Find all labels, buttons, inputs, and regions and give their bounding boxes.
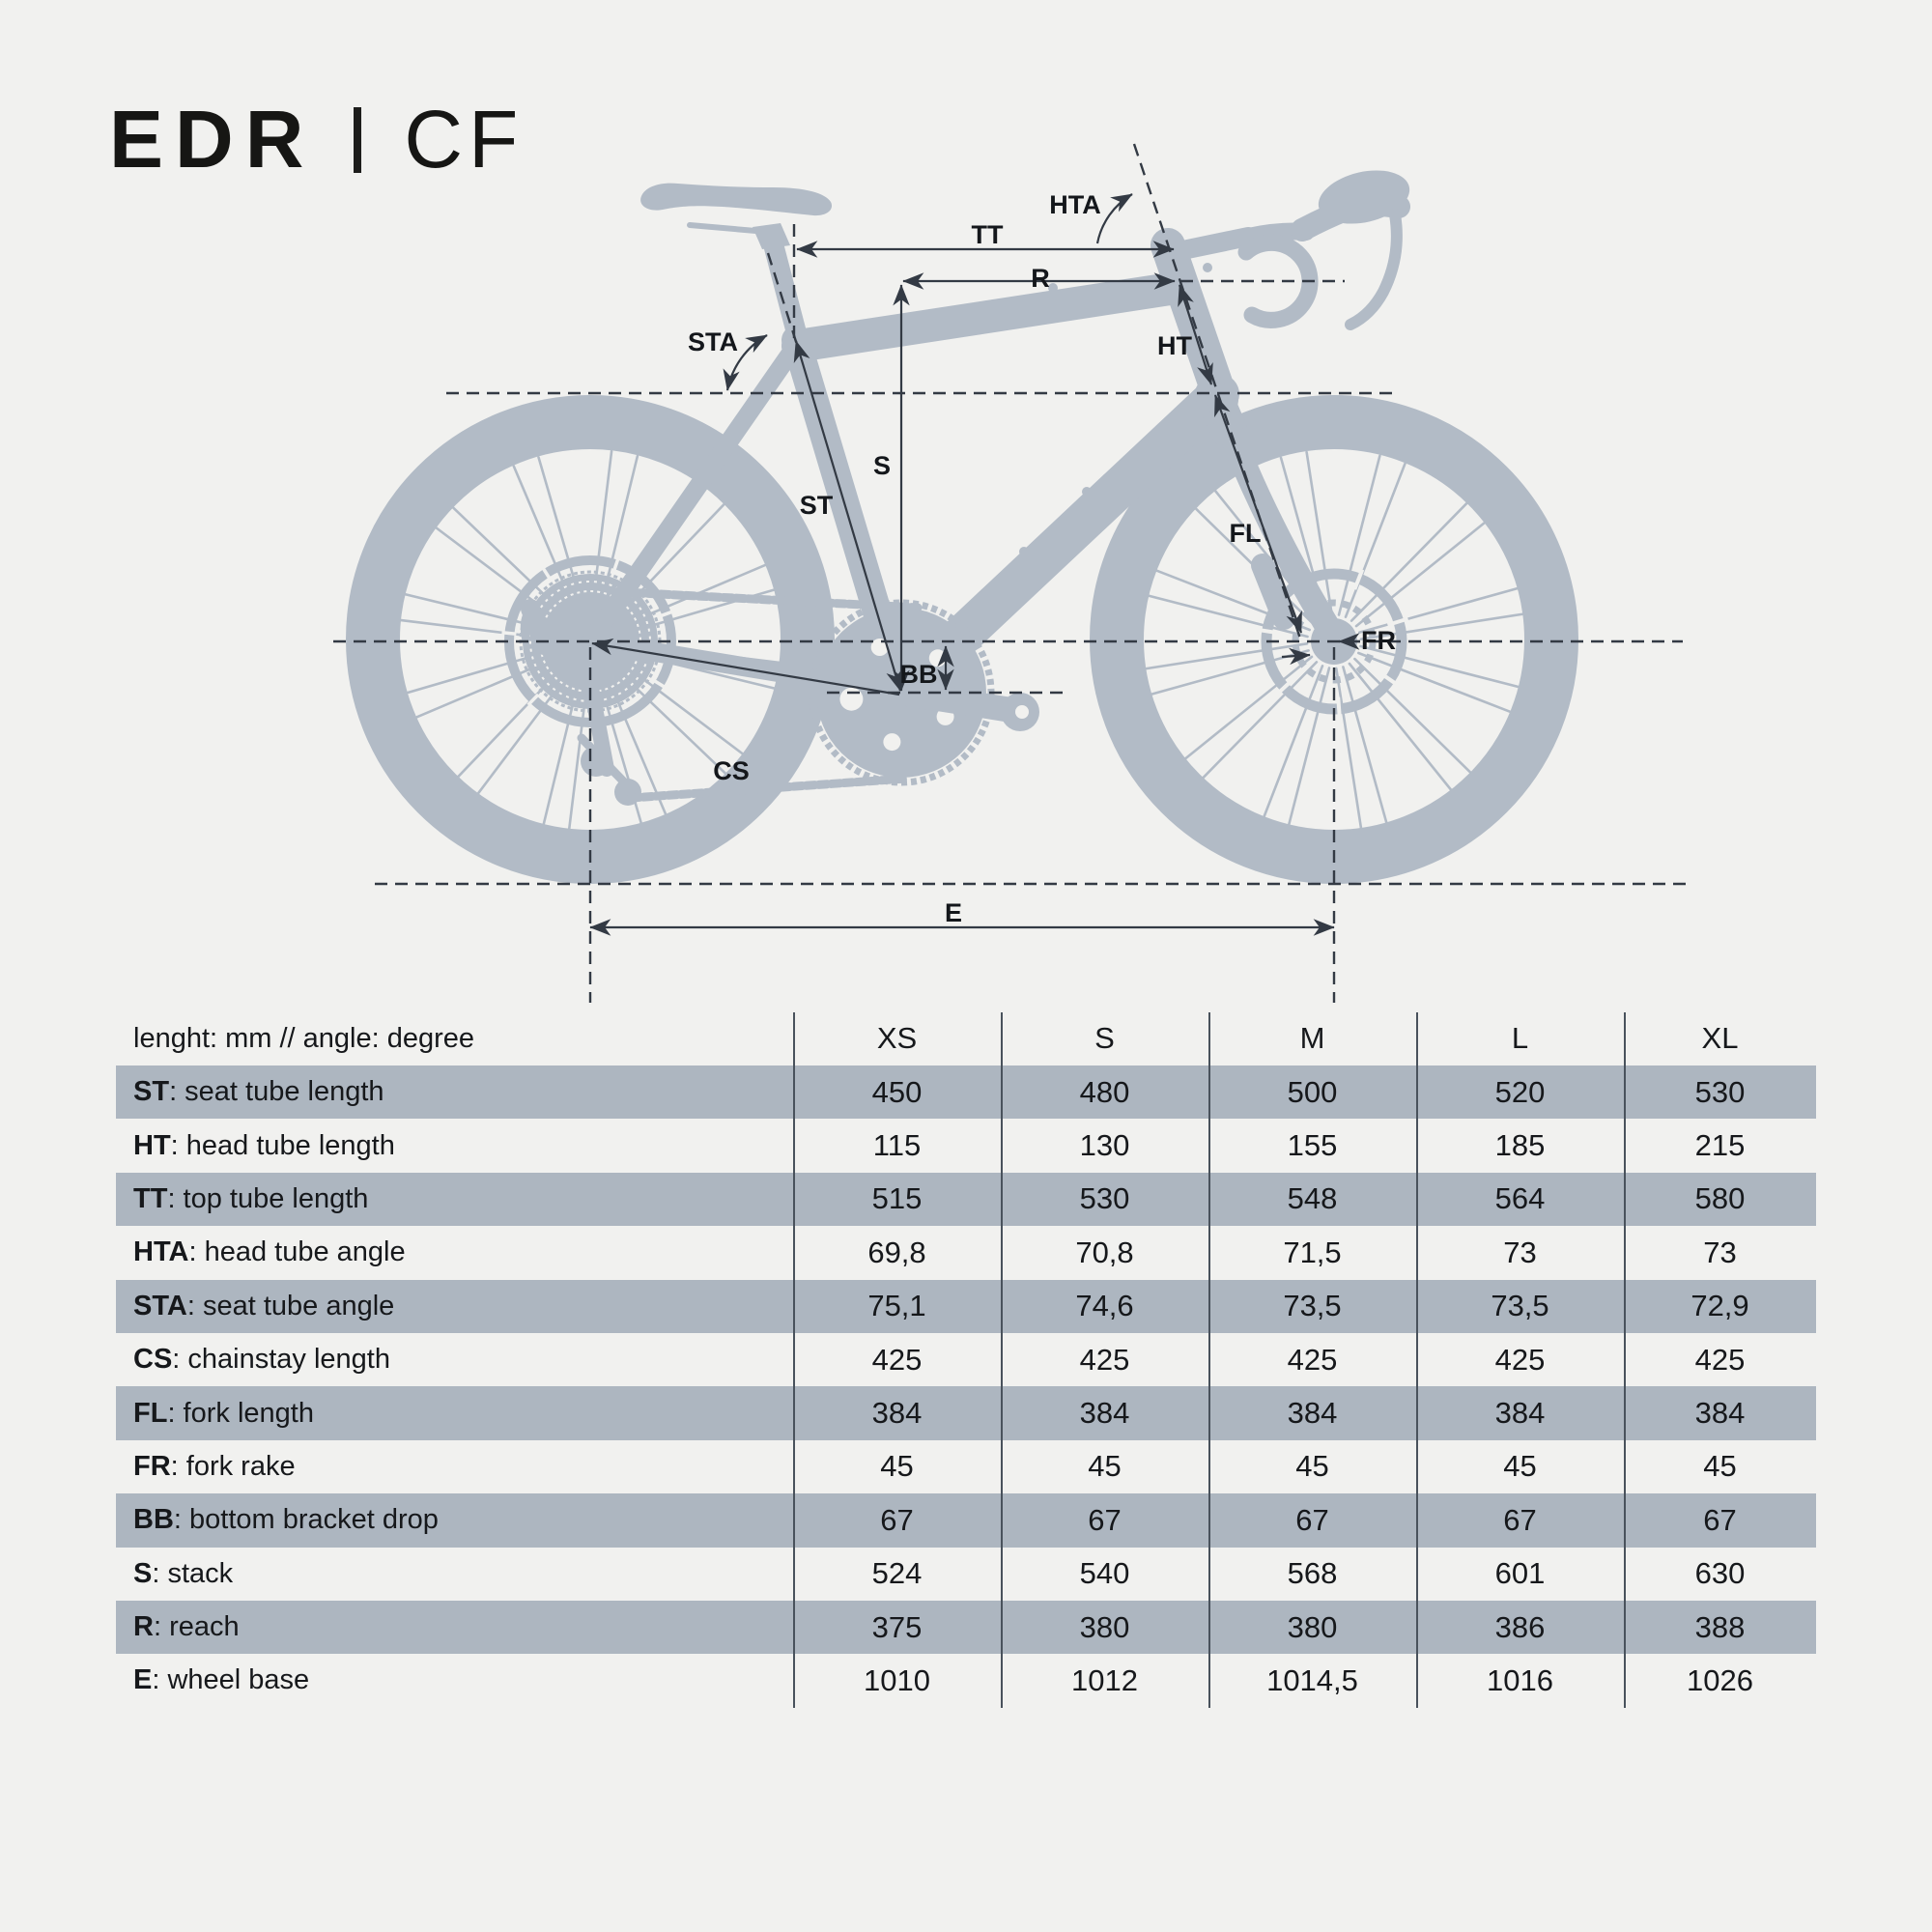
- svg-text:R: R: [1031, 264, 1050, 293]
- svg-text:CS: CS: [713, 756, 750, 785]
- svg-text:S: S: [873, 451, 891, 480]
- svg-text:ST: ST: [800, 491, 834, 520]
- svg-text:HT: HT: [1157, 331, 1192, 360]
- svg-text:FR: FR: [1361, 626, 1396, 655]
- svg-text:STA: STA: [688, 327, 738, 356]
- svg-text:TT: TT: [972, 220, 1004, 249]
- svg-text:BB: BB: [900, 660, 938, 689]
- svg-text:FL: FL: [1230, 519, 1262, 548]
- svg-text:HTA: HTA: [1049, 190, 1101, 219]
- svg-text:E: E: [945, 898, 962, 927]
